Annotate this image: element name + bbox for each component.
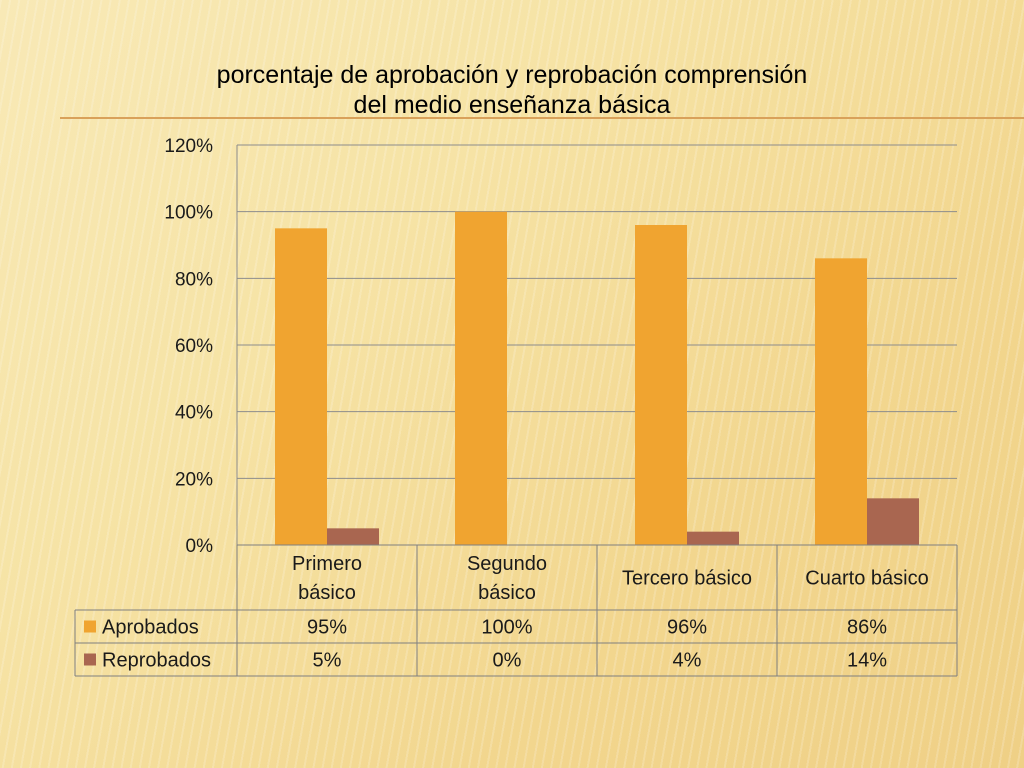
y-tick-label: 120% — [164, 136, 213, 157]
data-label: 5% — [313, 650, 342, 672]
y-tick-label: 20% — [175, 469, 213, 490]
category-label: Primero — [292, 553, 362, 575]
chart-title-line-1: porcentaje de aprobación y reprobación c… — [217, 61, 808, 89]
legend-swatch-reprobados — [84, 653, 96, 666]
bar-reprobados — [327, 528, 379, 545]
y-axis-ticks: 0% 20% 40% 60% 80% 100% 120% — [164, 136, 213, 557]
data-label: 14% — [847, 650, 887, 672]
title-underline — [60, 117, 1024, 119]
bar-aprobados — [815, 258, 867, 545]
legend-swatch-aprobados — [84, 620, 96, 633]
bar-aprobados — [275, 228, 327, 546]
category-label: básico — [478, 582, 536, 604]
category-label: Cuarto básico — [805, 568, 928, 590]
legend-label: Reprobados — [102, 650, 211, 672]
data-label: 95% — [307, 617, 347, 639]
legend-label: Aprobados — [102, 617, 199, 639]
data-label: 86% — [847, 617, 887, 639]
category-label: básico — [298, 582, 356, 604]
data-label: 0% — [493, 650, 522, 672]
data-label: 4% — [673, 650, 702, 672]
y-tick-label: 0% — [186, 536, 214, 557]
category-label: Segundo — [467, 553, 547, 575]
y-tick-label: 80% — [175, 269, 213, 290]
chart-title-line-2: del medio enseñanza básica — [354, 91, 671, 119]
bar-reprobados — [867, 498, 919, 545]
bars — [275, 211, 919, 546]
y-tick-label: 40% — [175, 403, 213, 424]
data-table: Primero básico Segundo básico Tercero básico… — [74, 544, 958, 677]
bar-aprobados — [455, 211, 507, 545]
data-label: 96% — [667, 617, 707, 639]
chart-title: porcentaje de aprobación y reprobación c… — [217, 61, 808, 119]
data-label: 100% — [481, 617, 532, 639]
y-tick-label: 60% — [175, 336, 213, 357]
category-label: Tercero básico — [622, 568, 752, 590]
y-tick-label: 100% — [164, 203, 213, 224]
bar-aprobados — [635, 225, 687, 545]
bar-reprobados — [687, 531, 739, 545]
